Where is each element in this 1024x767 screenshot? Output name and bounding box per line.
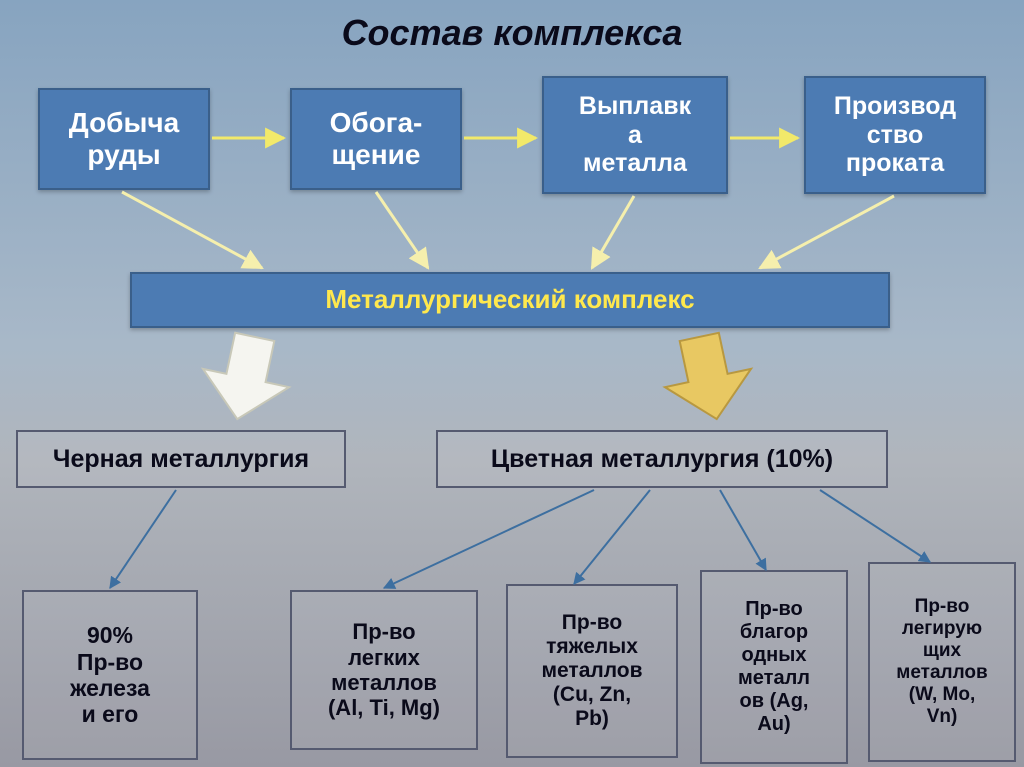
label-mk: Металлургический комплекс: [325, 285, 694, 315]
label-noble: Пр-воблагородныхметаллов (Ag,Au): [738, 598, 810, 736]
thin-arrow-3: [574, 490, 650, 584]
conv-arrow-4: [760, 196, 894, 268]
label-alloy: Пр-волегирующихметаллов(W, Mo,Vn): [896, 596, 987, 727]
label-light: Пр-волегкихметаллов(Al, Ti, Mg): [328, 619, 440, 720]
box-roll: Производствопроката: [804, 76, 986, 194]
page-title: Состав комплекса: [0, 12, 1024, 54]
label-ore: Добычаруды: [69, 107, 179, 171]
box-enrich: Обога-щение: [290, 88, 462, 190]
box-mk: Металлургический комплекс: [130, 272, 890, 328]
conv-arrow-2: [376, 192, 428, 268]
conv-arrow-3: [592, 196, 634, 268]
box-black: Черная металлургия: [16, 430, 346, 488]
box-ore: Добычаруды: [38, 88, 210, 190]
leaf-light: Пр-волегкихметаллов(Al, Ti, Mg): [290, 590, 478, 750]
leaf-noble: Пр-воблагородныхметаллов (Ag,Au): [700, 570, 848, 764]
label-color: Цветная металлургия (10%): [491, 445, 833, 474]
thin-arrow-5: [820, 490, 930, 562]
box-smelt: Выплавкаметалла: [542, 76, 728, 194]
label-heavy: Пр-вотяжелыхметаллов(Cu, Zn,Pb): [541, 611, 642, 732]
label-smelt: Выплавкаметалла: [579, 92, 691, 178]
conv-arrow-1: [122, 192, 262, 268]
label-fe: 90%Пр-вожелезаи его: [70, 622, 150, 728]
thin-arrow-2: [384, 490, 594, 588]
label-roll: Производствопроката: [834, 92, 956, 178]
thin-arrow-1: [110, 490, 176, 588]
thin-arrow-4: [720, 490, 766, 570]
block-arrow-white: [186, 328, 306, 428]
leaf-heavy: Пр-вотяжелыхметаллов(Cu, Zn,Pb): [506, 584, 678, 758]
label-black: Черная металлургия: [53, 445, 309, 474]
block-arrow-yellow: [648, 328, 768, 428]
leaf-alloy: Пр-волегирующихметаллов(W, Mo,Vn): [868, 562, 1016, 762]
box-color: Цветная металлургия (10%): [436, 430, 888, 488]
leaf-fe: 90%Пр-вожелезаи его: [22, 590, 198, 760]
label-enrich: Обога-щение: [330, 107, 423, 171]
